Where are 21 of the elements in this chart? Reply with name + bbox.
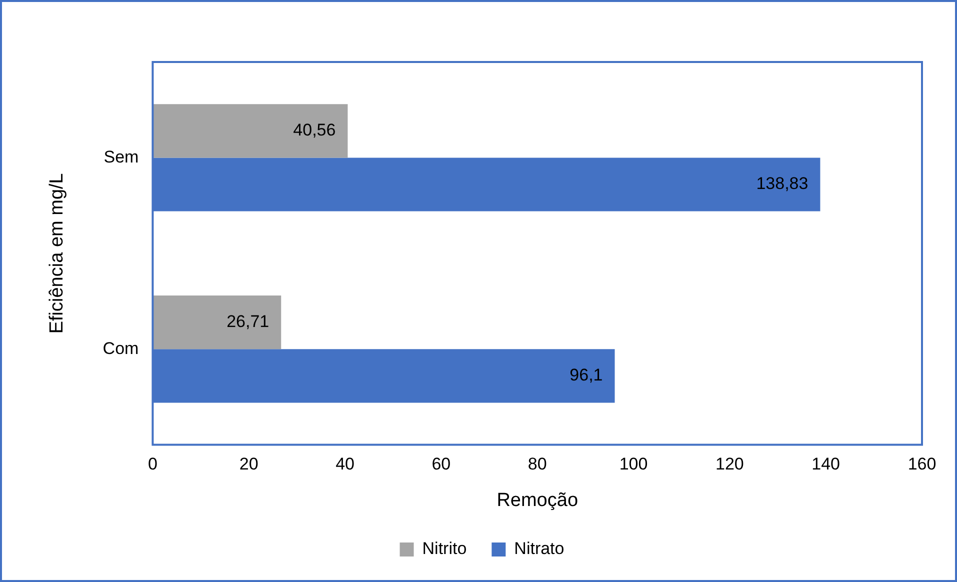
x-tick-label: 60	[432, 454, 451, 474]
legend-label: Nitrito	[422, 539, 467, 558]
x-tick-label: 0	[148, 454, 158, 474]
x-tick-label: 160	[908, 454, 936, 474]
x-tick-label: 140	[812, 454, 840, 474]
bar	[152, 296, 282, 350]
data-label: 40,56	[293, 120, 336, 140]
x-tick-label: 120	[715, 454, 744, 474]
x-axis-title: Remoção	[496, 490, 578, 511]
bar	[152, 104, 348, 158]
legend-label: Nitrato	[514, 539, 564, 558]
y-axis-title: Eficiência em mg/L	[46, 173, 68, 334]
data-label: 96,1	[570, 366, 603, 385]
x-tick-label: 20	[239, 454, 258, 474]
y-tick-label: Com	[102, 338, 139, 358]
data-label: 26,71	[226, 312, 270, 331]
x-tick-label: 80	[528, 454, 547, 474]
x-tick-label: 40	[336, 454, 354, 474]
data-label: 138,83	[756, 174, 808, 194]
y-tick-label: Sem	[104, 147, 139, 166]
x-tick-label: 100	[619, 454, 648, 474]
